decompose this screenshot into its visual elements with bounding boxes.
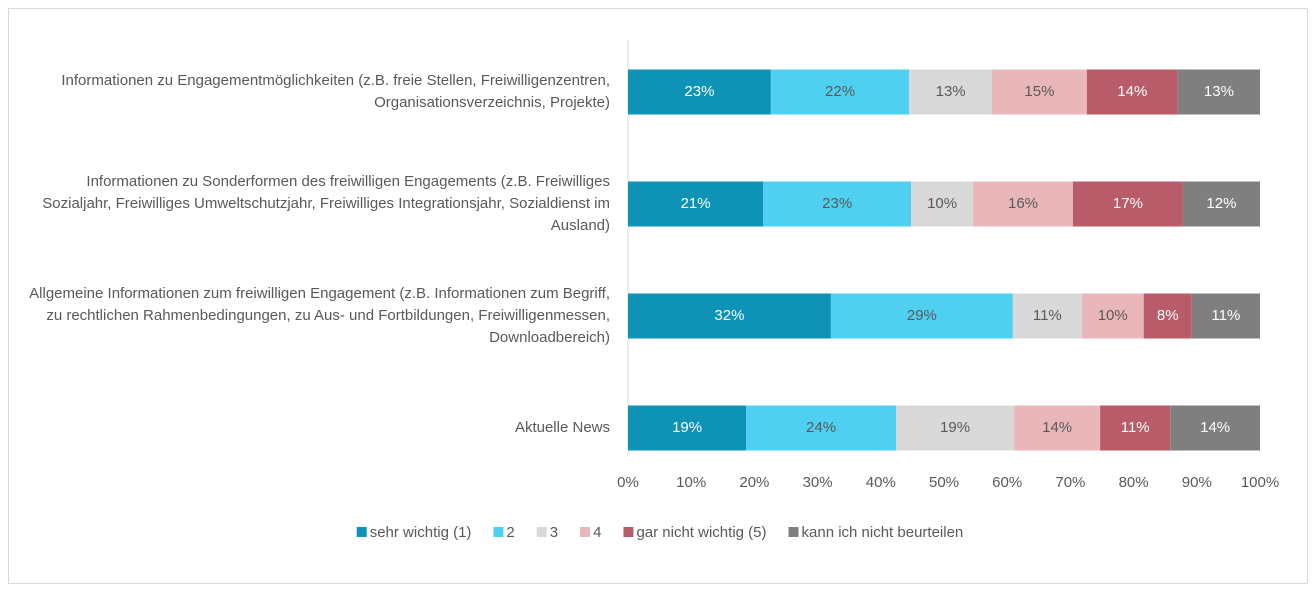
value-label: 11% [1211,307,1240,324]
legend-label: sehr wichtig (1) [370,524,472,541]
y-tick-label: Allgemeine Informationen zum freiwillige… [29,285,610,346]
bar-segment [973,181,1073,227]
value-label: 22% [825,83,855,100]
legend-label: 3 [550,524,558,541]
value-label: 16% [1008,195,1038,212]
legend-swatch [623,527,634,537]
bar-segment [1143,293,1192,339]
bar-segment [1177,69,1260,115]
value-label: 23% [684,83,714,100]
x-tick-label: 30% [803,474,833,491]
bar-segment [1081,293,1144,339]
value-label: 8% [1157,307,1179,324]
legend-swatch [580,527,591,537]
bar-segment [1170,405,1260,451]
y-tick-label: Informationen zu Engagementmöglichkeiten… [61,72,610,111]
bar-segment [1014,405,1101,451]
bar-segment [909,69,993,115]
bar-segment [1072,181,1183,227]
bar-segment [911,181,974,227]
value-label: 14% [1200,419,1230,436]
value-label: 13% [1204,83,1234,100]
x-tick-label: 0% [617,474,639,491]
bar-segment [830,293,1013,339]
value-label: 15% [1024,83,1054,100]
value-label: 14% [1117,83,1147,100]
x-tick-label: 20% [739,474,769,491]
bar-segment [895,405,1015,451]
legend-label: 2 [506,524,514,541]
x-tick-label: 80% [1119,474,1149,491]
legend-swatch [493,527,504,537]
bar-segment [1086,69,1178,115]
legend-swatch [536,527,547,537]
y-tick-label: Informationen zu Sonderformen des freiwi… [42,173,610,234]
x-tick-label: 10% [676,474,706,491]
legend: sehr wichtig (1) 2 3 4 gar nicht wichtig (5)… [356,524,964,541]
x-tick-label: 100% [1241,474,1279,491]
bar-segment [1191,293,1260,339]
value-label: 24% [806,419,836,436]
value-label: 10% [927,195,957,212]
legend-label: gar nicht wichtig (5) [636,524,766,541]
bar-segment [1100,405,1171,451]
value-label: 10% [1098,307,1128,324]
bar-segment [1012,293,1082,339]
bar-segment [1182,181,1260,227]
value-label: 17% [1113,195,1143,212]
value-label: 29% [907,307,937,324]
bar-segment [628,69,771,115]
bar-segment [628,293,831,339]
legend-swatch [788,527,799,537]
y-tick-label: Aktuelle News [515,419,610,436]
bar-segment [770,69,910,115]
value-label: 32% [714,307,744,324]
value-label: 21% [681,195,711,212]
x-tick-label: 70% [1055,474,1085,491]
x-tick-label: 50% [929,474,959,491]
value-label: 23% [822,195,852,212]
value-label: 11% [1121,419,1150,436]
value-label: 13% [936,83,966,100]
value-label: 12% [1206,195,1236,212]
bar-segment [763,181,912,227]
value-label: 11% [1033,307,1062,324]
x-tick-label: 60% [992,474,1022,491]
bar-segment [992,69,1087,115]
value-label: 19% [940,419,970,436]
x-tick-label: 90% [1182,474,1212,491]
bar-segment [628,405,747,451]
x-tick-label: 40% [866,474,896,491]
legend-swatch [356,527,367,537]
bar-segment [746,405,896,451]
legend-label: 4 [593,524,601,541]
value-label: 14% [1042,419,1072,436]
bar-segment [628,181,764,227]
legend-label: kann ich nicht beurteilen [802,524,964,541]
value-label: 19% [672,419,702,436]
